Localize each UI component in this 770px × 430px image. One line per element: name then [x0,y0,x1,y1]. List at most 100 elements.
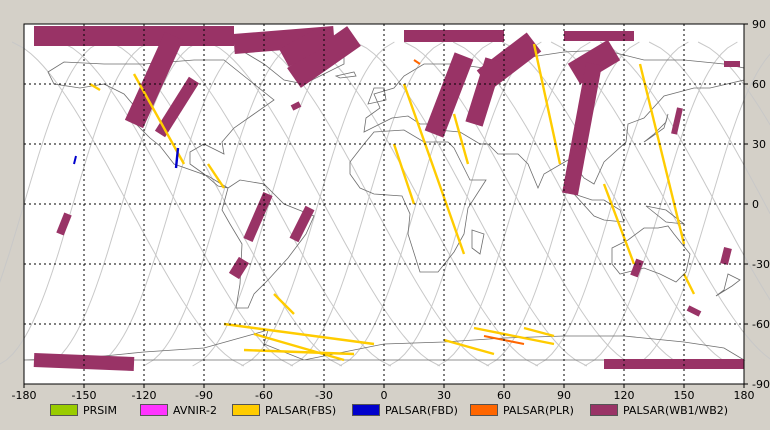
swath-palsar-wb1-wb2- [720,247,732,265]
swath-palsar-wb1-wb2- [289,205,315,243]
coastline [334,71,357,79]
legend-label: PALSAR(WB1/WB2) [623,403,729,417]
swath-palsar-plr- [413,59,421,65]
swath-palsar-fbs- [443,338,495,356]
swath-palsar-fbs- [452,113,470,165]
swath-palsar-wb1-wb2- [567,39,621,85]
swath-palsar-wb1-wb2- [243,192,273,242]
swath-palsar-fbs- [523,326,555,338]
orbit-track [501,41,735,367]
swath-palsar-fbd- [174,147,180,169]
legend-item-palsar-wb: PALSAR(WB1/WB2) [590,402,728,418]
legend-item-palsar-fbd: PALSAR(FBD) [352,402,458,418]
legend-item-avnir2: AVNIR-2 [140,402,217,418]
y-tick-label: -90 [752,378,770,391]
x-tick-label: 90 [557,389,571,400]
swath-palsar-fbs- [402,83,466,255]
swath-palsar-wb1-wb2- [154,76,200,138]
swath-palsar-fbs- [392,143,416,205]
swath-palsar-wb1-wb2- [562,62,602,196]
x-tick-label: 120 [614,389,635,400]
x-tick-label: 0 [381,389,388,400]
coastline [471,229,485,255]
legend-label: PALSAR(FBS) [265,403,337,417]
swath-palsar-fbs- [89,82,101,92]
orbit-track [256,41,490,367]
coastline [363,49,745,190]
orbit-track [241,41,395,367]
swath-palsar-wb1-wb2- [424,52,474,138]
legend-item-palsar-plr: PALSAR(PLR) [470,402,574,418]
swath-palsar-fbs- [207,163,225,189]
coastline [572,193,625,223]
legend-swatch [352,404,380,416]
swath-palsar-wb1-wb2- [465,57,503,127]
x-tick-label: 30 [437,389,451,400]
coastline [47,59,275,189]
orbit-track [60,41,294,367]
coastline [367,87,387,105]
swath-palsar-fbs- [638,63,686,245]
x-tick-label: 150 [674,389,695,400]
legend: PRSIM AVNIR-2 PALSAR(FBS) PALSAR(FBD) PA… [0,400,770,422]
swath-palsar-fbs- [243,348,355,356]
orbit-track [648,41,770,215]
y-tick-label: 30 [752,138,766,151]
swath-palsar-wb1-wb2- [56,212,72,236]
x-tick-label: -60 [255,389,273,400]
swath-palsar-wb1-wb2- [686,305,702,317]
swath-palsar-wb1-wb2- [33,353,135,371]
coastline [349,129,487,273]
swath-palsar-wb1-wb2- [228,256,250,280]
x-tick-label: -180 [12,389,37,400]
swath-palsar-wb1-wb2- [671,107,683,135]
legend-label: AVNIR-2 [173,403,217,417]
legend-item-prsim: PRSIM [50,402,117,418]
x-tick-label: 180 [734,389,755,400]
x-tick-label: -150 [72,389,97,400]
orbit-track [0,41,150,365]
coastline [611,225,691,283]
coastline [221,179,315,309]
y-tick-label: 90 [752,18,766,31]
orbit-track [290,41,444,367]
x-tick-label: -30 [315,389,333,400]
y-tick-label: -60 [752,318,770,331]
orbit-track [486,41,640,367]
swath-palsar-fbs- [132,73,186,165]
legend-swatch [232,404,260,416]
x-tick-label: -120 [132,389,157,400]
y-tick-label: 0 [752,198,759,211]
swath-palsar-fbs- [273,293,295,315]
swath-palsar-fbs- [253,332,345,362]
orbit-track [550,41,770,360]
legend-label: PALSAR(PLR) [503,403,574,417]
grid-lines [24,24,744,384]
orbit-track [697,41,770,126]
x-tick-label: -90 [195,389,213,400]
legend-swatch [590,404,618,416]
legend-item-palsar-fbs: PALSAR(FBS) [232,402,336,418]
orbit-track [305,41,539,367]
swath-palsar-wb1-wb2- [287,26,361,88]
y-tick-label: 60 [752,78,766,91]
x-tick-label: 60 [497,389,511,400]
swath-palsar-wb1-wb2- [124,31,184,129]
observation-swaths [33,26,744,371]
coastline [643,113,669,143]
legend-swatch [470,404,498,416]
coastline [715,273,741,297]
y-tick-label: -30 [752,258,770,271]
legend-label: PALSAR(FBD) [385,403,458,417]
legend-swatch [140,404,168,416]
coverage-map: -180 -150 -120 -90 -60 -30 0 30 60 90 120 150 180 90 6… [0,18,770,402]
swath-palsar-wb1-wb2- [290,101,302,111]
swath-palsar-wb1-wb2- [630,258,644,278]
legend-swatch [50,404,78,416]
coastline [23,329,746,361]
swath-palsar-fbs- [473,326,555,346]
swath-palsar-fbd- [73,155,77,165]
axis-ticks: -180 -150 -120 -90 -60 -30 0 30 60 90 120 150 180 90 6… [12,18,770,402]
swath-palsar-fbs- [602,183,636,265]
